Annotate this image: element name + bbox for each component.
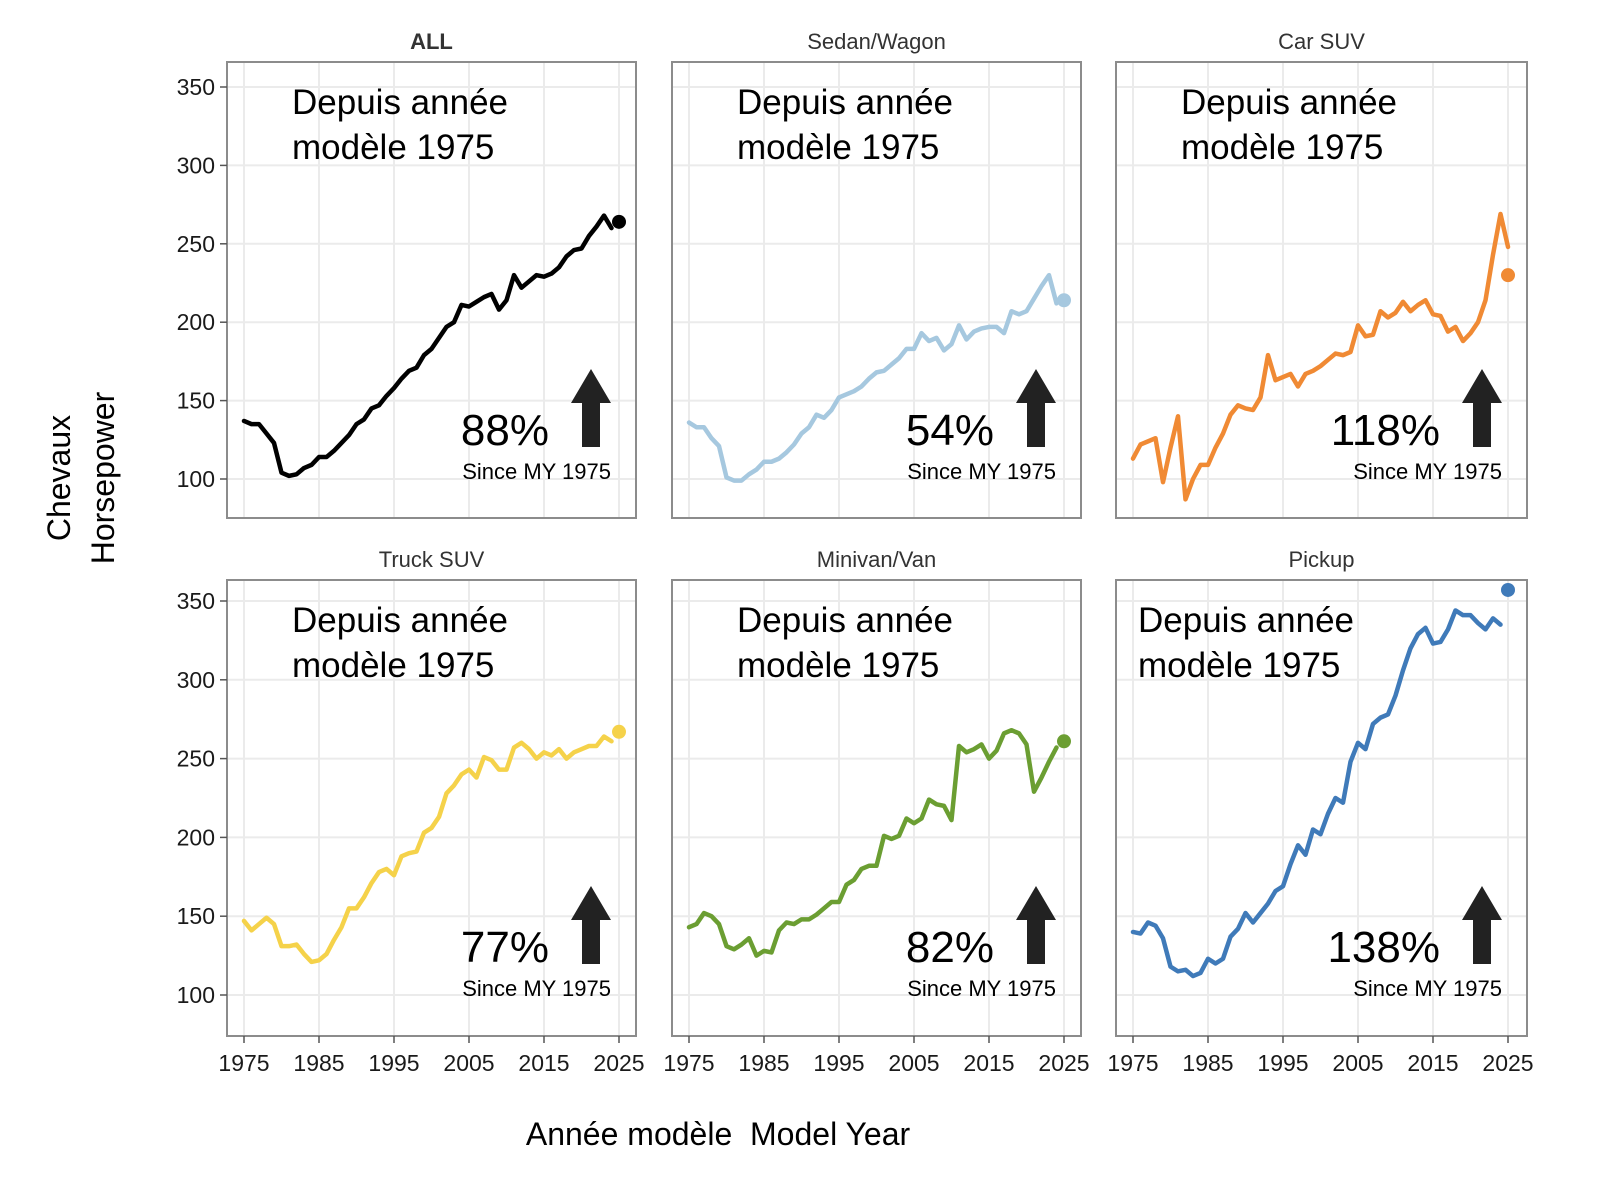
projection-point	[1501, 582, 1515, 597]
x-tick-label: 2015	[963, 1050, 1014, 1076]
panel-frame	[1115, 61, 1528, 519]
panel-background	[227, 580, 636, 1036]
x-tick-label: 1985	[738, 1050, 789, 1076]
change-percent: 77%	[461, 923, 549, 972]
series-line	[241, 213, 614, 479]
x-tick-label: 1975	[218, 1050, 269, 1076]
x-tick-label: 1995	[1257, 1050, 1308, 1076]
x-tick-label: 2025	[593, 1050, 644, 1076]
panel-background	[672, 580, 1081, 1036]
since-label: Since MY 1975	[907, 976, 1056, 1001]
annotation-text-line: Depuis année	[737, 601, 953, 640]
panel-background	[227, 62, 636, 518]
series-line	[1130, 608, 1503, 979]
panel-all: ALL 100 150 200 250 300 350 Depuis année modèle …	[177, 29, 637, 519]
panel-title: Truck SUV	[379, 547, 485, 572]
y-tick-label: 150	[177, 388, 215, 414]
projection-point	[612, 724, 626, 739]
y-tick-label: 350	[177, 74, 215, 100]
series-line	[686, 727, 1059, 958]
series-line	[241, 734, 614, 965]
change-percent: 82%	[906, 923, 994, 972]
panel-title: Pickup	[1288, 547, 1354, 572]
y-tick-label: 200	[177, 309, 215, 335]
since-label: Since MY 1975	[462, 976, 611, 1001]
since-label: Since MY 1975	[1353, 976, 1502, 1001]
annotation-text-line: Depuis année	[737, 83, 953, 122]
x-tick-label: 2025	[1482, 1050, 1533, 1076]
annotation-text-line: Depuis année	[292, 601, 508, 640]
y-axis-title-line-1: Chevaux	[41, 415, 77, 541]
panel-title: ALL	[410, 29, 453, 54]
series-line	[686, 272, 1059, 483]
x-tick-label: 1995	[813, 1050, 864, 1076]
annotation-text-line: modèle 1975	[737, 646, 939, 685]
panel-pickup: Pickup 1975 1985 1995 2005 2015 2025 Depuis ann…	[1107, 547, 1533, 1076]
y-tick-label: 300	[177, 667, 215, 693]
since-label: Since MY 1975	[907, 459, 1056, 484]
projection-point	[1501, 268, 1515, 283]
since-label: Since MY 1975	[1353, 459, 1502, 484]
x-tick-label: 2005	[443, 1050, 494, 1076]
series-line	[1130, 211, 1511, 502]
y-tick-label: 350	[177, 588, 215, 614]
x-tick-label: 1995	[368, 1050, 419, 1076]
y-tick-label: 100	[177, 982, 215, 1008]
x-tick-label: 2015	[1407, 1050, 1458, 1076]
x-tick-label: 2005	[888, 1050, 939, 1076]
y-tick-label: 300	[177, 152, 215, 178]
y-tick-label: 150	[177, 903, 215, 929]
panel-title: Sedan/Wagon	[807, 29, 946, 54]
panel-title: Car SUV	[1278, 29, 1365, 54]
x-tick-label: 2015	[518, 1050, 569, 1076]
panel-background	[1116, 580, 1527, 1036]
annotation-text-line: Depuis année	[1181, 83, 1397, 122]
y-axis-title-line-2: Horsepower	[85, 391, 121, 564]
x-tick-label: 2025	[1038, 1050, 1089, 1076]
projection-point	[1057, 293, 1071, 308]
panel-truck-suv: Truck SUV 100 150 200 250 300 350 1975 1985 1995 2…	[177, 547, 645, 1076]
x-tick-label: 2005	[1332, 1050, 1383, 1076]
annotation-text-line: modèle 1975	[292, 646, 494, 685]
annotation-text-line: Depuis année	[292, 83, 508, 122]
change-percent: 88%	[461, 406, 549, 455]
annotation-text-line: modèle 1975	[292, 128, 494, 167]
x-tick-label: 1975	[1107, 1050, 1158, 1076]
y-tick-label: 250	[177, 746, 215, 772]
annotation-text-line: modèle 1975	[737, 128, 939, 167]
facet-panels: ALL 100 150 200 250 300 350 Depuis année modèle …	[177, 29, 1534, 1076]
panel-title: Minivan/Van	[817, 547, 936, 572]
panel-frame	[671, 579, 1082, 1037]
panel-minivan-van: Minivan/Van 1975 1985 1995 2005 2015 2025 Depui…	[663, 547, 1089, 1076]
y-axis-title: Chevaux Horsepower	[41, 391, 121, 564]
panel-frame	[226, 61, 637, 519]
change-percent: 118%	[1331, 406, 1440, 455]
panel-background	[1116, 62, 1527, 518]
annotation-text-line: modèle 1975	[1138, 646, 1340, 685]
projection-point	[612, 214, 626, 229]
panel-car-suv: Car SUV Depuis année modèle 1975 118% Since …	[1115, 29, 1528, 519]
panel-frame	[1115, 579, 1528, 1037]
change-percent: 138%	[1327, 923, 1440, 972]
panel-background	[672, 62, 1081, 518]
x-tick-label: 1985	[293, 1050, 344, 1076]
projection-point	[1057, 734, 1071, 749]
panel-frame	[226, 579, 637, 1037]
panel-sedan-wagon: Sedan/Wagon Depuis année modèle 1975 54% Sin…	[671, 29, 1082, 519]
x-tick-label: 1975	[663, 1050, 714, 1076]
change-percent: 54%	[906, 406, 994, 455]
panel-frame	[671, 61, 1082, 519]
y-tick-label: 200	[177, 824, 215, 850]
y-tick-label: 250	[177, 231, 215, 257]
x-axis-title: Année modèle Model Year	[526, 1116, 911, 1152]
annotation-text-line: Depuis année	[1138, 601, 1354, 640]
annotation-text-line: modèle 1975	[1181, 128, 1383, 167]
y-tick-label: 100	[177, 466, 215, 492]
since-label: Since MY 1975	[462, 459, 611, 484]
x-tick-label: 1985	[1182, 1050, 1233, 1076]
